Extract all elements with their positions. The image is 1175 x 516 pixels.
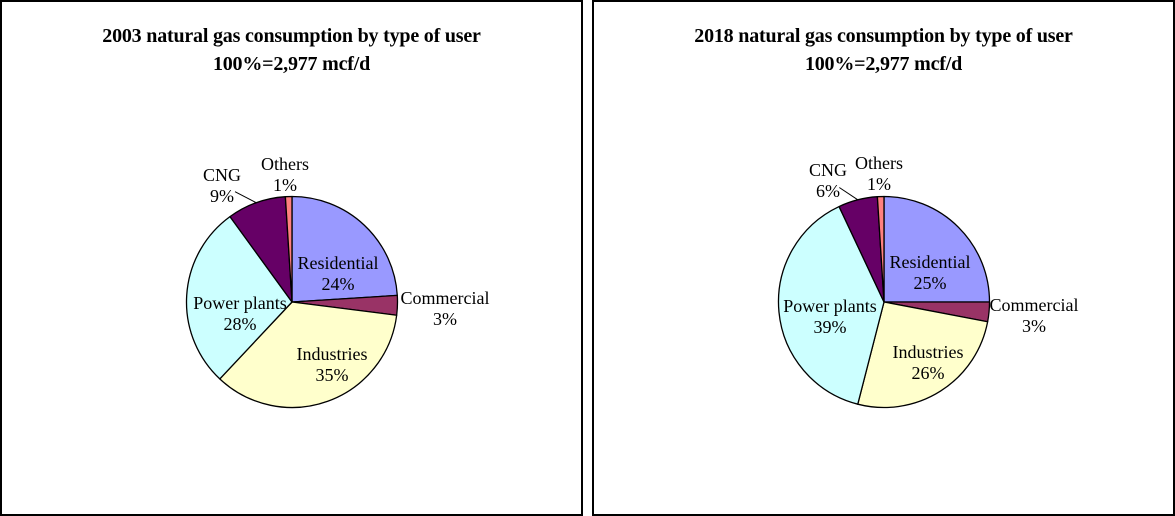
pie-slice-value: 1% — [273, 175, 297, 195]
pie-slice-value: 35% — [316, 365, 349, 385]
chart-title-line2: 100%=2,977 mcf/d — [804, 53, 963, 75]
chart-title-line2: 100%=2,977 mcf/d — [212, 53, 371, 75]
pie-slice-name: Power plants — [783, 296, 877, 316]
pie-slice-power-plants — [185, 216, 293, 380]
pie-slice-value: 1% — [867, 174, 891, 194]
pie-slice-name: Industries — [297, 344, 368, 364]
pie-slice-value: 26% — [912, 363, 945, 383]
chart-panel-2003: 2003 natural gas consumption by type of … — [0, 0, 583, 516]
label-leader-line — [234, 191, 257, 204]
pie-slice-name: Industries — [893, 342, 964, 362]
pie-slice-name: CNG — [809, 160, 847, 180]
chart-title-2018: 2018 natural gas consumption by type of … — [594, 2, 1173, 78]
pie-slice-name: Commercial — [990, 295, 1079, 315]
pie-slice-name: Commercial — [401, 288, 490, 308]
pie-slice-value: 3% — [1022, 316, 1046, 336]
label-leader-line — [839, 187, 859, 201]
pie-slice-value: 9% — [210, 186, 234, 206]
pie-slice-others — [284, 195, 293, 303]
chart-panel-2018: 2018 natural gas consumption by type of … — [592, 0, 1175, 516]
pie-slice-value: 39% — [814, 317, 847, 337]
pie-slice-name: Residential — [890, 252, 971, 272]
pie-slice-name: Residential — [298, 253, 379, 273]
chart-title-2003: 2003 natural gas consumption by type of … — [2, 2, 581, 78]
pie-slice-value: 3% — [433, 309, 457, 329]
pie-slice-residential — [883, 195, 991, 303]
pie-slice-value: 6% — [816, 181, 840, 201]
pie-slice-name: Others — [855, 153, 903, 173]
pie-slice-value: 24% — [322, 274, 355, 294]
pie-slice-others — [876, 195, 885, 303]
pie-slice-industries — [857, 301, 989, 409]
pie-slice-value: 28% — [224, 314, 257, 334]
chart-title-line1: 2018 natural gas consumption by type of … — [694, 25, 1073, 47]
pie-slice-name: Others — [261, 154, 309, 174]
pie-slice-value: 25% — [914, 273, 947, 293]
pie-slice-name: CNG — [203, 165, 241, 185]
pie-slice-residential — [291, 195, 398, 303]
chart-title-line1: 2003 natural gas consumption by type of … — [102, 25, 481, 47]
pie-slice-industries — [219, 301, 398, 409]
pie-slice-name: Power plants — [193, 293, 287, 313]
pie-slice-power-plants — [777, 205, 885, 405]
